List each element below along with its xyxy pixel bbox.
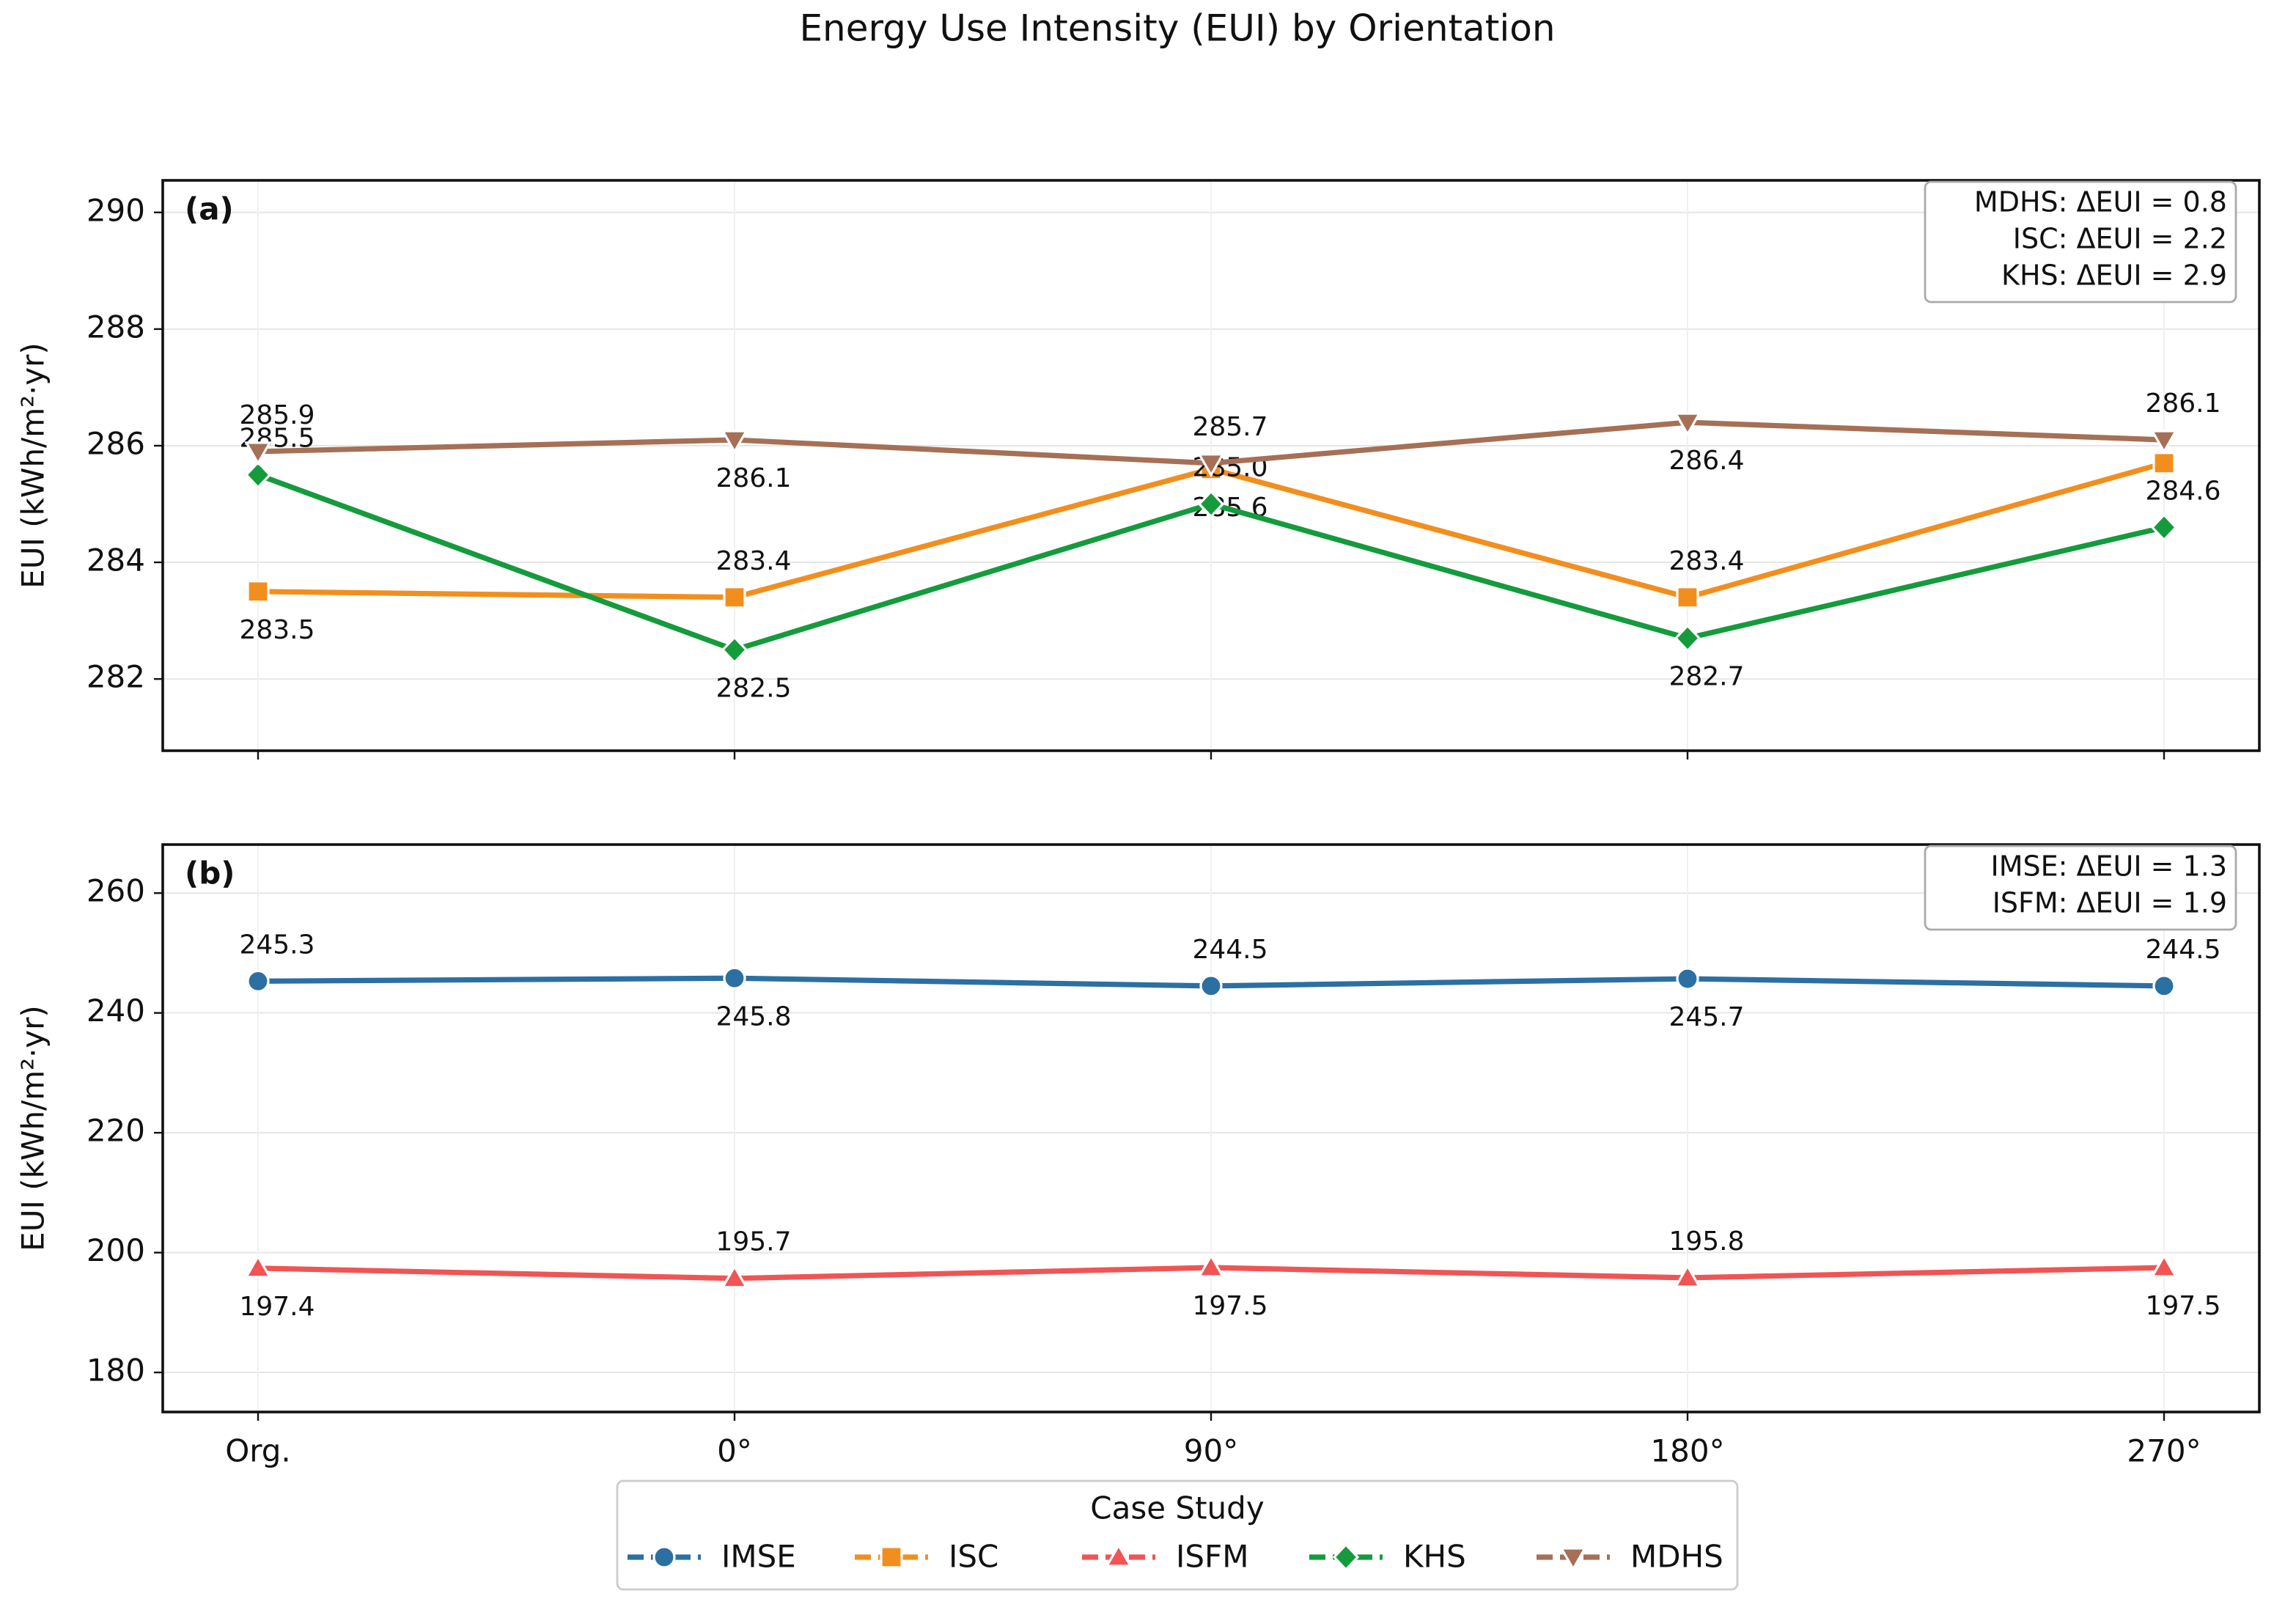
- value-label: 195.7: [715, 1227, 791, 1257]
- marker: [2150, 1253, 2178, 1278]
- y-tick-label: 220: [87, 1113, 145, 1149]
- panel-label: (b): [185, 856, 235, 891]
- plot-frame: [161, 843, 2261, 1413]
- legend-marker: [652, 1545, 676, 1569]
- legend-label: IMSE: [721, 1539, 796, 1575]
- x-tick-label: Org.: [225, 1433, 291, 1469]
- value-label: 283.4: [1668, 546, 1744, 576]
- value-label: 283.4: [715, 546, 791, 576]
- value-label: 286.1: [2145, 389, 2220, 419]
- value-label: 286.4: [1668, 446, 1744, 476]
- value-label: 284.6: [2145, 476, 2220, 506]
- y-axis-label: EUI (kWh/m²·yr): [15, 1005, 51, 1251]
- marker: [246, 580, 270, 603]
- annotation: ISC: ΔEUI = 2.2: [2013, 223, 2227, 255]
- legend-label: KHS: [1403, 1539, 1466, 1575]
- marker: [246, 969, 270, 993]
- value-label: 245.8: [715, 1001, 791, 1032]
- marker: [1676, 967, 1699, 990]
- legend-label: ISFM: [1176, 1539, 1248, 1575]
- legend-label: ISC: [949, 1539, 998, 1575]
- annotation: ISFM: ΔEUI = 1.9: [1993, 887, 2227, 919]
- panel-label: (a): [185, 191, 234, 227]
- y-axis-label: EUI (kWh/m²·yr): [15, 342, 51, 589]
- value-label: 282.7: [1668, 661, 1744, 691]
- marker: [244, 441, 272, 466]
- y-tick-label: 286: [87, 425, 145, 461]
- legend-label: MDHS: [1630, 1539, 1723, 1575]
- x-tick-label: 270°: [2127, 1433, 2201, 1469]
- marker: [1674, 1263, 1701, 1288]
- value-label: 282.5: [715, 673, 791, 703]
- legend-marker: [1105, 1542, 1133, 1567]
- x-tick-label: 0°: [717, 1433, 752, 1469]
- value-label: 245.3: [239, 930, 314, 960]
- marker: [1197, 490, 1225, 518]
- y-tick-label: 290: [87, 192, 145, 228]
- marker: [1199, 974, 1223, 998]
- value-label: 286.1: [715, 463, 791, 493]
- marker: [721, 430, 748, 455]
- y-tick-label: 240: [87, 993, 145, 1029]
- x-tick-label: 180°: [1650, 1433, 1724, 1469]
- marker: [723, 586, 746, 609]
- marker: [244, 1254, 272, 1279]
- y-tick-label: 200: [87, 1232, 145, 1268]
- legend-marker: [880, 1545, 903, 1569]
- marker: [2152, 452, 2176, 475]
- value-label: 197.4: [239, 1292, 314, 1322]
- y-tick-label: 284: [87, 543, 145, 578]
- legend-marker: [1559, 1547, 1587, 1572]
- marker: [723, 966, 746, 990]
- marker: [1674, 412, 1701, 437]
- value-label: 195.8: [1668, 1227, 1744, 1257]
- x-tick-label: 90°: [1184, 1433, 1238, 1469]
- marker: [1197, 453, 1225, 478]
- annotation: KHS: ΔEUI = 2.9: [2001, 260, 2227, 292]
- marker: [2152, 974, 2176, 998]
- plot-frame: [161, 179, 2261, 752]
- marker: [721, 636, 748, 664]
- chart-title: Energy Use Intensity (EUI) by Orientatio…: [799, 7, 1555, 50]
- value-label: 244.5: [2145, 935, 2220, 965]
- marker: [721, 1264, 748, 1289]
- value-label: 285.7: [1192, 412, 1267, 442]
- marker: [1676, 586, 1699, 609]
- marker: [2150, 430, 2178, 455]
- annotation: IMSE: ΔEUI = 1.3: [1991, 850, 2227, 883]
- legend-marker: [1332, 1542, 1360, 1572]
- value-label: 244.5: [1192, 935, 1267, 965]
- marker: [2150, 512, 2178, 542]
- value-label: 245.7: [1668, 1002, 1744, 1032]
- y-tick-label: 260: [87, 873, 145, 909]
- marker: [1674, 624, 1701, 652]
- y-tick-label: 282: [87, 659, 145, 695]
- legend-title: Case Study: [1090, 1490, 1264, 1526]
- value-label: 283.5: [239, 615, 314, 645]
- annotation-box: [1924, 180, 2237, 304]
- y-tick-label: 180: [87, 1353, 145, 1389]
- annotation: MDHS: ΔEUI = 0.8: [1974, 186, 2227, 218]
- value-label: 285.9: [239, 400, 314, 430]
- value-label: 197.5: [2145, 1291, 2220, 1321]
- marker: [1197, 1253, 1225, 1278]
- annotation-box: [1924, 845, 2237, 931]
- y-tick-label: 288: [87, 309, 145, 345]
- marker: [244, 460, 272, 490]
- value-label: 197.5: [1192, 1291, 1267, 1321]
